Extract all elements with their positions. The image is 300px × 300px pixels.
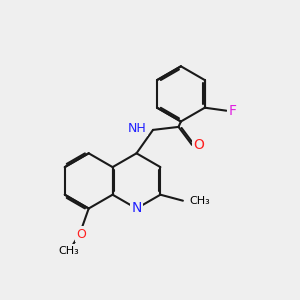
- Text: O: O: [76, 227, 86, 241]
- Text: NH: NH: [128, 122, 146, 135]
- Text: F: F: [228, 104, 236, 118]
- Text: N: N: [131, 202, 142, 215]
- Text: CH₃: CH₃: [59, 245, 80, 256]
- Text: CH₃: CH₃: [189, 196, 210, 206]
- Text: O: O: [193, 138, 204, 152]
